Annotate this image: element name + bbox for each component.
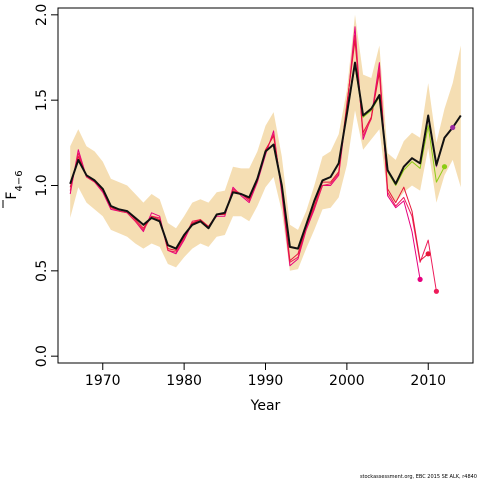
y-axis-title-subscript: 4−6 [14, 170, 25, 191]
x-axis-title: Year [250, 398, 281, 414]
y-axis-title: F4−6 [2, 170, 25, 208]
footer-credit: stockassessment.org, EBC 2015 SE ALK, r4… [360, 474, 477, 480]
confidence-band-area [70, 14, 461, 271]
series-end-point-2 [433, 288, 439, 294]
confidence-band [70, 14, 461, 271]
x-tick-label: 2000 [329, 373, 365, 389]
series-end-point-3 [425, 251, 431, 257]
series-group [69, 26, 462, 292]
series-end-point-1 [417, 276, 423, 282]
end-markers [417, 124, 456, 294]
y-axis: 0.0 0.5 1.0 1.5 2.0 [34, 4, 58, 367]
series-end-point-4 [441, 164, 448, 170]
svg-text:F4−6: F4−6 [4, 170, 25, 199]
series-line-1 [69, 26, 421, 280]
series-line-6 [69, 61, 462, 250]
series-end-point-5 [450, 124, 456, 131]
y-axis-title-main: F [4, 192, 20, 200]
x-tick-label: 1980 [166, 373, 202, 389]
x-tick-label: 1970 [85, 373, 121, 389]
y-tick-label: 1.5 [34, 89, 50, 111]
y-tick-label: 0.5 [34, 260, 50, 282]
y-tick-label: 2.0 [34, 4, 50, 26]
x-tick-label: 2010 [410, 373, 446, 389]
x-tick-label: 1990 [248, 373, 284, 389]
y-tick-label: 1.0 [34, 174, 50, 196]
y-tick-label: 0.0 [34, 345, 50, 367]
x-axis: 1970 1980 1990 2000 2010 [85, 363, 446, 389]
